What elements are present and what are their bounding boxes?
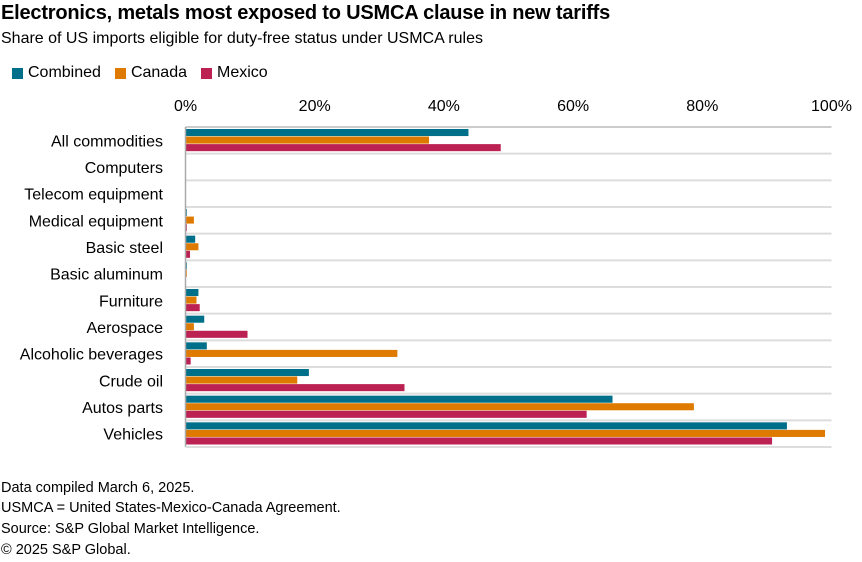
x-tick-label: 80% xyxy=(686,98,718,115)
bar-mexico xyxy=(185,410,587,418)
legend-label: Mexico xyxy=(216,64,268,81)
bar-mexico xyxy=(185,357,191,365)
legend-label: Canada xyxy=(130,64,187,81)
legend-label: Combined xyxy=(28,64,101,81)
category-label: Vehicles xyxy=(103,427,163,444)
category-label: Medical equipment xyxy=(29,213,164,230)
bar-canada xyxy=(185,243,199,251)
category-label: Autos parts xyxy=(82,400,163,417)
bar-combined xyxy=(185,129,469,137)
footnote-date: Data compiled March 6, 2025. xyxy=(1,480,195,496)
bar-mexico xyxy=(185,384,405,392)
bar-canada xyxy=(185,216,194,224)
x-tick-label: 20% xyxy=(299,98,331,115)
category-label: Basic aluminum xyxy=(50,267,163,284)
bar-mexico xyxy=(185,250,191,258)
category-label: Aerospace xyxy=(87,320,164,337)
footnote-source: Source: S&P Global Market Intelligence. xyxy=(1,521,260,537)
bar-mexico xyxy=(185,144,501,152)
bar-mexico xyxy=(185,437,773,445)
x-tick-label: 100% xyxy=(811,98,852,115)
bar-canada xyxy=(185,376,298,384)
footnote-definition: USMCA = United States-Mexico-Canada Agre… xyxy=(1,500,341,516)
chart-subtitle: Share of US imports eligible for duty-fr… xyxy=(1,30,483,47)
x-tick-label: 60% xyxy=(557,98,589,115)
chart-title: Electronics, metals most exposed to USMC… xyxy=(1,2,611,24)
bar-combined xyxy=(185,235,196,243)
bar-canada xyxy=(185,136,430,144)
bar-combined xyxy=(185,315,205,323)
bar-combined xyxy=(185,342,207,350)
bar-canada xyxy=(185,429,826,437)
category-label: All commodities xyxy=(51,133,163,150)
x-tick-label: 0% xyxy=(174,98,197,115)
legend-item-combined: Combined xyxy=(12,64,101,82)
bar-mexico xyxy=(185,304,200,312)
category-label: Furniture xyxy=(99,293,163,310)
bar-canada xyxy=(185,323,194,331)
category-label: Computers xyxy=(85,160,163,177)
legend: Combined Canada Mexico xyxy=(12,64,268,82)
category-label: Basic steel xyxy=(86,240,163,257)
bar-combined xyxy=(185,289,199,297)
legend-item-canada: Canada xyxy=(114,64,187,82)
x-tick-label: 40% xyxy=(428,98,460,115)
category-label: Telecom equipment xyxy=(24,187,163,204)
bar-combined xyxy=(185,422,787,430)
bar-canada xyxy=(185,296,197,304)
bar-combined xyxy=(185,395,613,403)
bar-canada xyxy=(185,349,398,357)
legend-swatch xyxy=(200,67,212,79)
footnote-copyright: © 2025 S&P Global. xyxy=(1,542,131,558)
legend-swatch xyxy=(114,67,126,79)
bar-combined xyxy=(185,369,309,377)
legend-swatch xyxy=(12,67,23,79)
bar-mexico xyxy=(185,330,248,338)
category-label: Alcoholic beverages xyxy=(20,347,163,364)
category-label: Crude oil xyxy=(99,373,163,390)
bar-canada xyxy=(185,403,694,411)
legend-item-mexico: Mexico xyxy=(200,64,268,82)
